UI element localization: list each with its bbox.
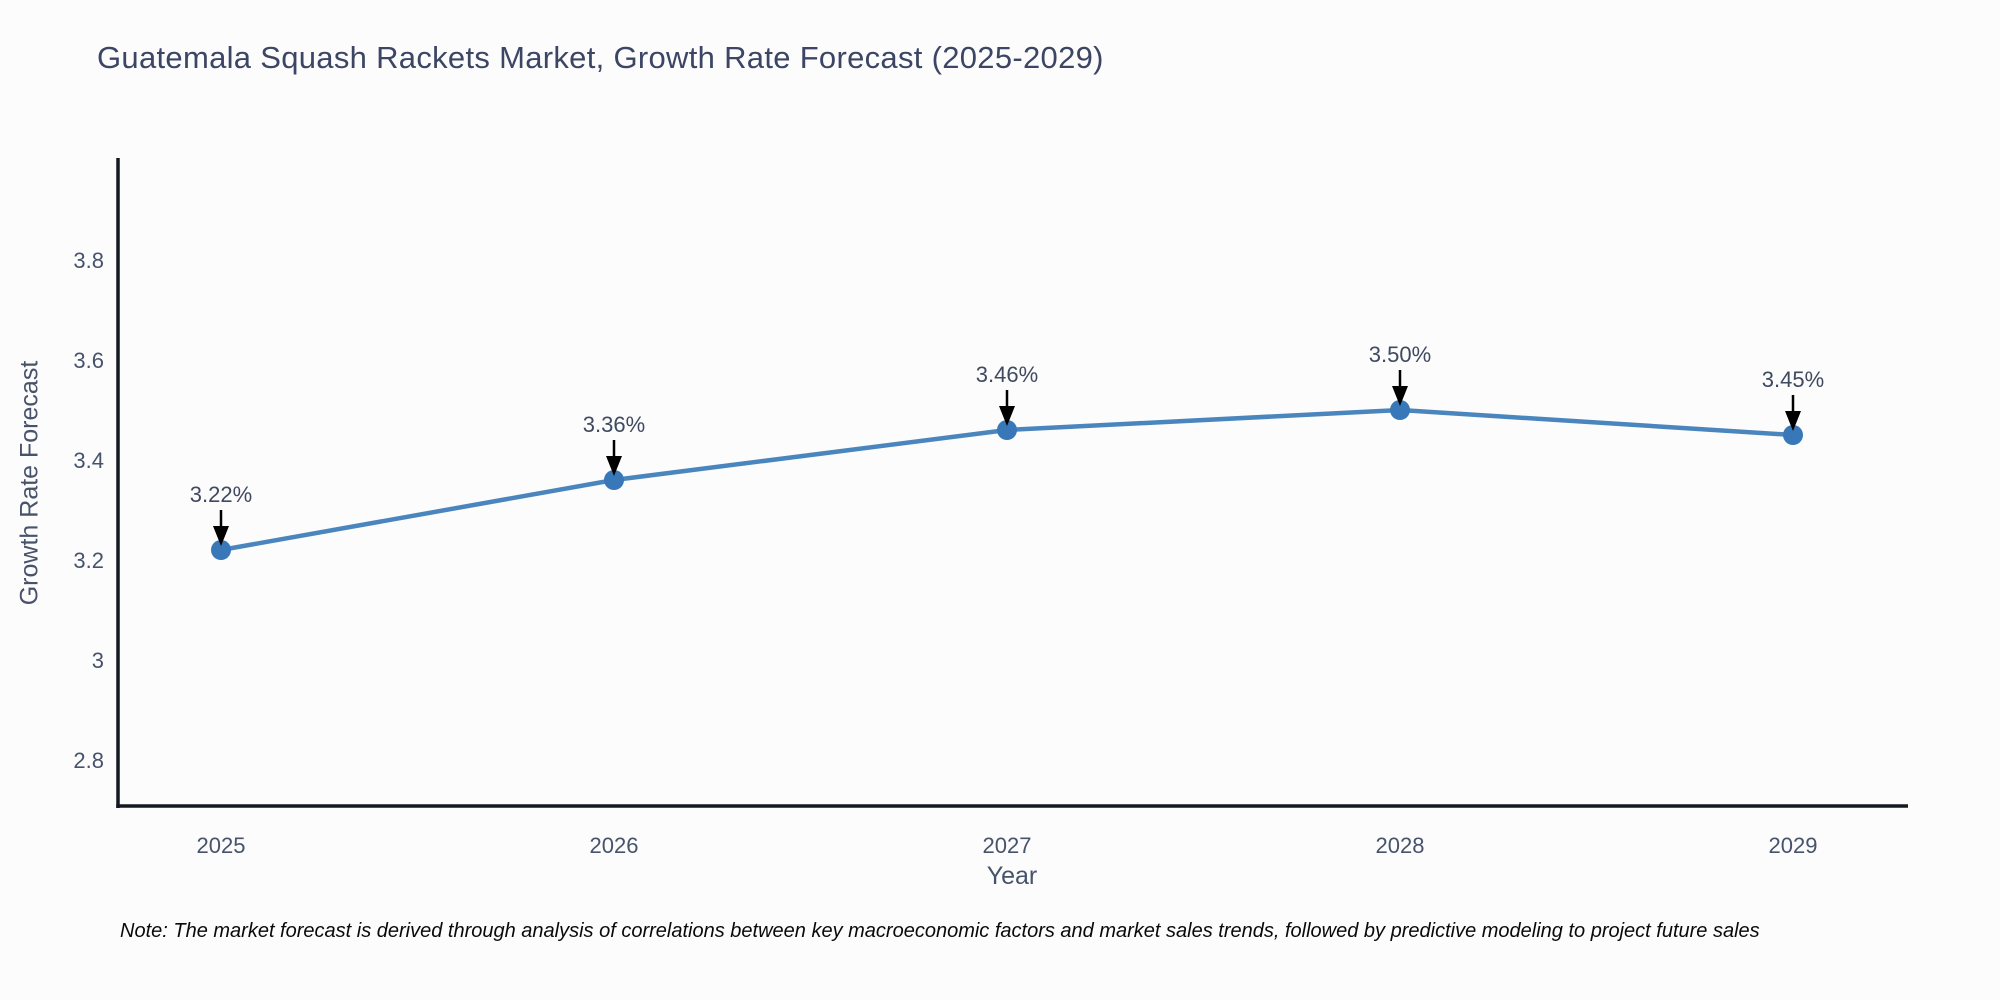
annotation-arrow-head	[1392, 386, 1408, 406]
annotation-arrow-head	[213, 526, 229, 546]
annotation-arrow-head	[1785, 411, 1801, 431]
y-tick-label: 3.6	[73, 348, 104, 373]
x-tick-label: 2025	[197, 833, 246, 858]
y-tick-label: 3.2	[73, 548, 104, 573]
y-tick-label: 2.8	[73, 748, 104, 773]
data-point-marker	[1783, 425, 1803, 445]
x-tick-label: 2026	[590, 833, 639, 858]
y-tick-label: 3.8	[73, 248, 104, 273]
y-axis-title: Growth Rate Forecast	[15, 360, 44, 606]
y-tick-label: 3	[92, 648, 104, 673]
footnote: Note: The market forecast is derived thr…	[120, 920, 1760, 942]
data-point-label: 3.36%	[583, 412, 645, 437]
data-point-label: 3.22%	[190, 482, 252, 507]
data-point-marker	[211, 540, 231, 560]
annotation-arrow-head	[999, 406, 1015, 426]
data-point-marker	[997, 420, 1017, 440]
y-tick-label: 3.4	[73, 448, 104, 473]
data-point-label: 3.46%	[976, 362, 1038, 387]
data-point-label: 3.45%	[1762, 367, 1824, 392]
annotation-arrow-head	[606, 456, 622, 476]
x-axis-title: Year	[986, 862, 1038, 890]
chart-title: Guatemala Squash Rackets Market, Growth …	[97, 40, 1104, 75]
data-point-label: 3.50%	[1369, 342, 1431, 367]
data-point-marker	[1390, 400, 1410, 420]
x-tick-label: 2028	[1376, 833, 1425, 858]
data-point-marker	[604, 470, 624, 490]
x-tick-label: 2029	[1769, 833, 1818, 858]
x-tick-label: 2027	[983, 833, 1032, 858]
